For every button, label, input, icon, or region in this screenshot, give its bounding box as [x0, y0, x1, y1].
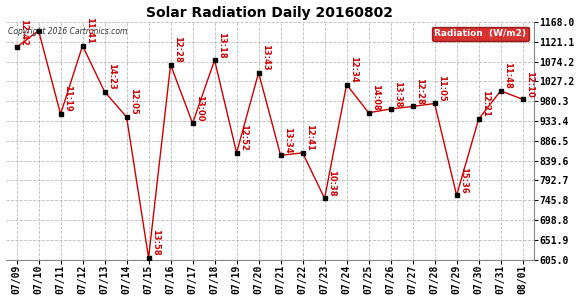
- Text: 13:18: 13:18: [218, 32, 226, 58]
- Text: 11:48: 11:48: [503, 62, 512, 89]
- Text: 14:23: 14:23: [107, 63, 116, 90]
- Text: 12:34: 12:34: [349, 56, 358, 82]
- Text: 13:38: 13:38: [393, 81, 403, 107]
- Text: 12:28: 12:28: [173, 36, 182, 63]
- Text: 15:36: 15:36: [459, 167, 468, 194]
- Text: 12:41: 12:41: [305, 124, 314, 151]
- Text: 12:52: 12:52: [239, 124, 248, 151]
- Legend: Radiation  (W/m2): Radiation (W/m2): [432, 27, 529, 41]
- Text: 11:05: 11:05: [437, 75, 446, 102]
- Text: 11:41: 11:41: [85, 17, 94, 44]
- Text: 13:00: 13:00: [195, 95, 204, 122]
- Text: 14:08: 14:08: [371, 84, 380, 111]
- Text: 10:38: 10:38: [327, 170, 336, 197]
- Text: Copyright 2016 Cartronics.com: Copyright 2016 Cartronics.com: [8, 27, 128, 36]
- Text: 13:43: 13:43: [261, 44, 270, 71]
- Title: Solar Radiation Daily 20160802: Solar Radiation Daily 20160802: [146, 6, 393, 20]
- Text: 12:42: 12:42: [19, 19, 28, 46]
- Text: 12:05: 12:05: [129, 88, 138, 115]
- Text: 13:34: 13:34: [283, 127, 292, 154]
- Text: 12:10: 12:10: [525, 70, 534, 98]
- Text: 12:28: 12:28: [415, 78, 424, 104]
- Text: 11:19: 11:19: [63, 85, 72, 112]
- Text: 13:58: 13:58: [151, 229, 160, 256]
- Text: 12:21: 12:21: [481, 90, 490, 117]
